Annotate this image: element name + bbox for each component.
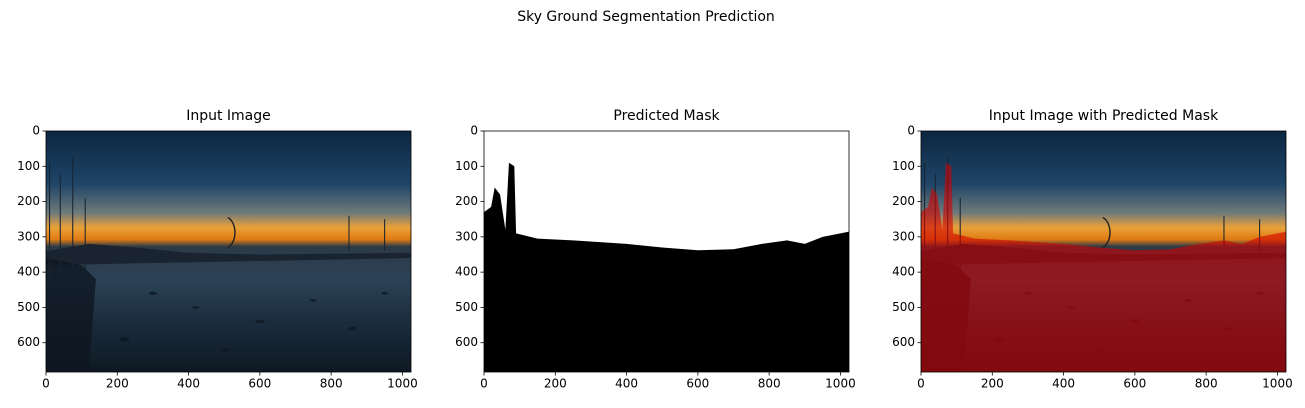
x-tick-label: 0 bbox=[917, 377, 925, 391]
x-tick-label: 200 bbox=[544, 377, 567, 391]
axes-frame bbox=[920, 130, 1287, 373]
x-tick-label: 400 bbox=[615, 377, 638, 391]
x-tick-label: 1000 bbox=[825, 377, 856, 391]
y-tick-label: 0 bbox=[32, 124, 40, 138]
input-image bbox=[46, 131, 411, 372]
x-tick-label: 600 bbox=[248, 377, 271, 391]
x-tick-label: 800 bbox=[1195, 377, 1218, 391]
y-tick-label: 300 bbox=[17, 229, 40, 243]
y-tick-label: 0 bbox=[470, 124, 478, 138]
y-tick-label: 200 bbox=[17, 194, 40, 208]
y-tick-label: 0 bbox=[907, 124, 915, 138]
y-tick-label: 400 bbox=[17, 265, 40, 279]
image-panel bbox=[484, 131, 849, 372]
y-tick-label: 200 bbox=[892, 194, 915, 208]
axes-frame bbox=[483, 130, 850, 373]
y-tick-label: 400 bbox=[892, 265, 915, 279]
y-tick-label: 300 bbox=[455, 229, 478, 243]
x-tick-label: 1000 bbox=[1262, 377, 1293, 391]
y-tick-label: 400 bbox=[455, 265, 478, 279]
image-panel bbox=[921, 131, 1286, 372]
axes-title: Input Image bbox=[186, 108, 271, 124]
x-tick-label: 400 bbox=[1052, 377, 1075, 391]
y-tick-label: 600 bbox=[892, 335, 915, 349]
axes-title: Input Image with Predicted Mask bbox=[989, 108, 1219, 124]
x-tick-label: 800 bbox=[758, 377, 781, 391]
y-tick-label: 100 bbox=[455, 159, 478, 173]
y-tick-label: 600 bbox=[455, 335, 478, 349]
x-tick-label: 600 bbox=[1123, 377, 1146, 391]
x-tick-label: 1000 bbox=[387, 377, 418, 391]
x-tick-label: 200 bbox=[106, 377, 129, 391]
x-tick-label: 0 bbox=[480, 377, 488, 391]
axes-frame bbox=[45, 130, 412, 373]
y-tick-label: 300 bbox=[892, 229, 915, 243]
y-tick-label: 500 bbox=[892, 300, 915, 314]
y-tick-label: 100 bbox=[17, 159, 40, 173]
figure-title: Sky Ground Segmentation Prediction bbox=[517, 9, 775, 25]
y-tick-label: 100 bbox=[892, 159, 915, 173]
x-tick-label: 600 bbox=[686, 377, 709, 391]
image-panel bbox=[46, 131, 411, 372]
x-tick-label: 400 bbox=[177, 377, 200, 391]
y-tick-label: 200 bbox=[455, 194, 478, 208]
x-tick-label: 200 bbox=[981, 377, 1004, 391]
y-tick-label: 500 bbox=[17, 300, 40, 314]
y-tick-label: 500 bbox=[455, 300, 478, 314]
x-tick-label: 0 bbox=[42, 377, 50, 391]
x-tick-label: 800 bbox=[320, 377, 343, 391]
y-tick-label: 600 bbox=[17, 335, 40, 349]
axes-title: Predicted Mask bbox=[613, 108, 720, 124]
